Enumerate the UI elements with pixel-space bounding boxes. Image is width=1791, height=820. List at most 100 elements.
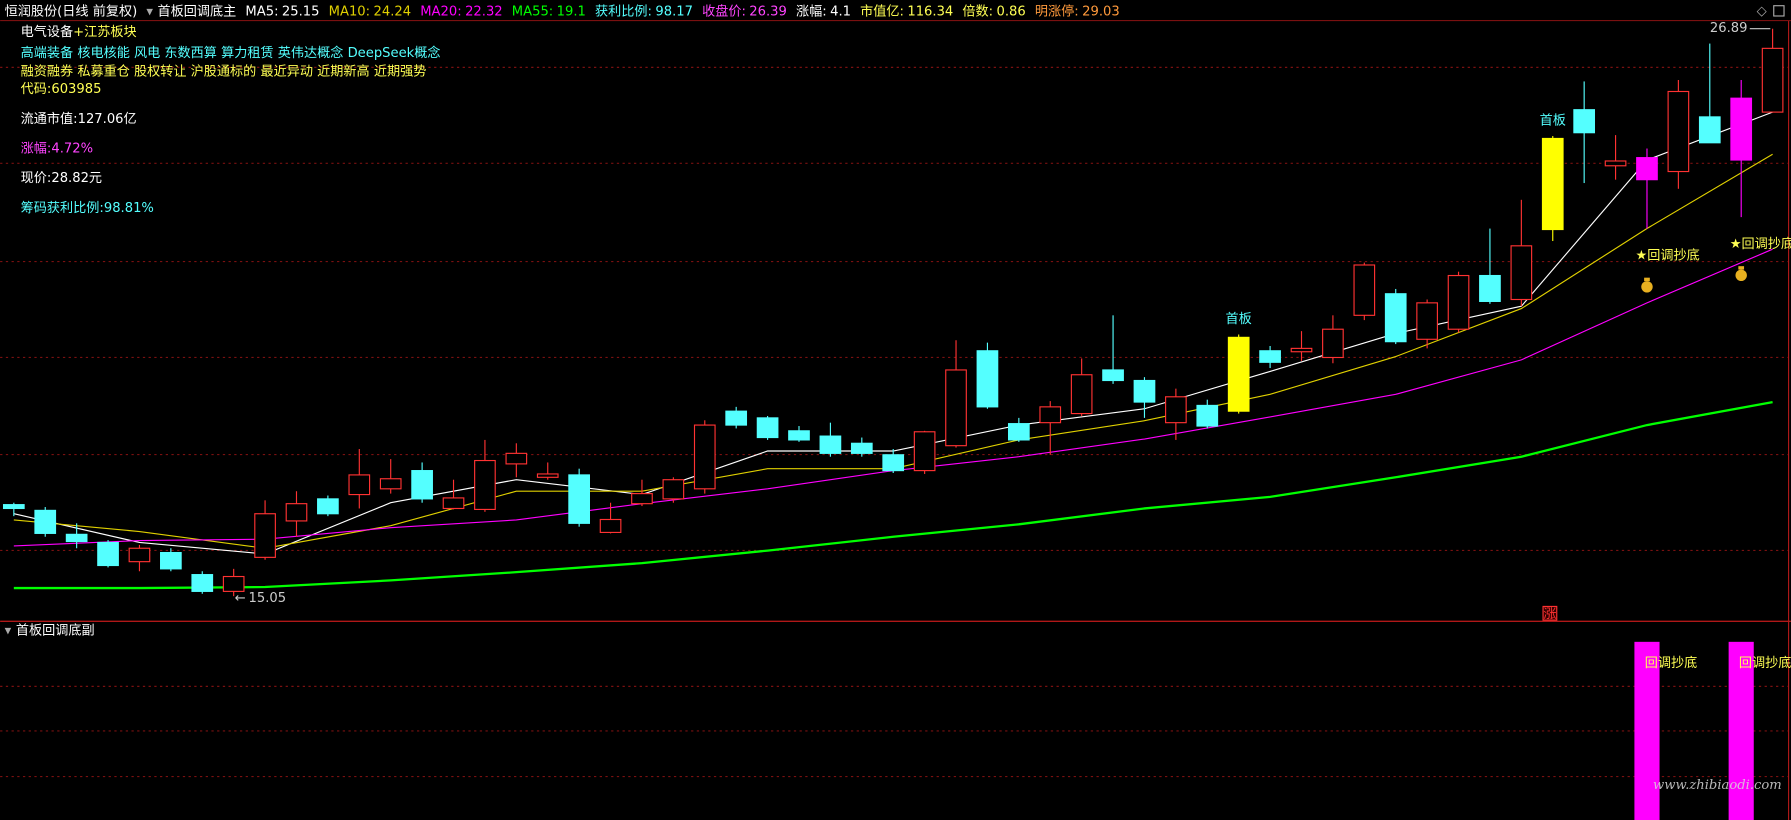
ma-line (13, 400, 1773, 590)
candle-body (317, 498, 339, 515)
money-bag-icon (1641, 281, 1653, 293)
first-board-label: 首板 (1226, 311, 1252, 327)
concepts: 高端装备 核电核能 风电 东数西算 算力租赁 英伟达概念 DeepSeek概念 (21, 44, 441, 61)
candle-body (65, 533, 88, 543)
region: +江苏板块 (73, 23, 137, 39)
indicator-label: 涨幅: (796, 3, 827, 19)
candle-body (348, 474, 371, 496)
candle-body (1416, 302, 1438, 340)
sub-signal-bar (1634, 641, 1660, 820)
candle-body (1761, 47, 1784, 113)
sub-signal-label: 回调抄底 (1739, 655, 1791, 671)
candle-body (505, 452, 528, 465)
stock-name: 恒润股份(日线 前复权) (5, 2, 138, 19)
indicator-title: 首板回调底主 (158, 3, 237, 19)
candle-body (254, 513, 276, 558)
money-bag-icon (1735, 269, 1747, 282)
info-unit: 亿 (124, 110, 137, 126)
money-bag-top (1738, 266, 1745, 270)
ma-label: MA5: (245, 4, 278, 19)
tags: 融资融券 私募重仓 股权转让 沪股通标的 最近异动 近期新高 近期强势 (21, 62, 427, 79)
candle-body (474, 459, 496, 510)
limit-up-box (1542, 605, 1558, 621)
indicator-label: 获利比例: (595, 3, 652, 19)
info-value: 28.82 (51, 171, 89, 186)
sub-title-line: ▾ 首板回调底副 (5, 622, 95, 638)
candle-body (913, 431, 936, 472)
candle-body (850, 442, 873, 454)
candle-body (1447, 274, 1470, 330)
limit-up-mark: 涨 (1543, 606, 1556, 622)
code-line: 代码:603985 (21, 81, 102, 97)
candle-body (1227, 336, 1250, 412)
candle-body (1384, 293, 1407, 343)
window-icon[interactable] (1773, 5, 1785, 17)
candle-body (34, 509, 57, 534)
money-bag-top (1644, 277, 1650, 282)
ma-label: MA10: (329, 4, 370, 19)
candle-body (568, 474, 590, 524)
ma-value: 24.24 (374, 4, 412, 19)
info-unit: % (81, 141, 93, 156)
info-value: 127.06 (78, 111, 124, 126)
candle-body (1636, 157, 1658, 181)
candle-body (379, 478, 402, 490)
info-label: 筹码获利比例: (21, 198, 104, 215)
indicator-value: 0.86 (997, 4, 1026, 19)
window-icon[interactable]: ◇ (1757, 4, 1768, 19)
indicator-label: 倍数: (962, 3, 993, 19)
info-line: 筹码获利比例:98.81% (21, 198, 154, 215)
panel-grid (0, 66, 1789, 778)
candle-body (97, 541, 119, 567)
candle-body (1102, 369, 1124, 382)
candle-body (693, 424, 716, 490)
indicator-value: 4.1 (830, 4, 851, 19)
candle-body (1039, 406, 1062, 424)
menu-icon: ▾ (5, 623, 12, 638)
candle-body (160, 551, 182, 570)
candle-body (1290, 347, 1313, 353)
info-label: 流通市值: (21, 109, 78, 126)
sector-line: 电气设备+江苏板块 (21, 22, 137, 39)
candle-body (1667, 90, 1690, 173)
info-line: 涨幅:4.72% (21, 140, 93, 156)
ma-label: MA55: (512, 4, 553, 19)
candle-body (411, 470, 433, 500)
candle-body (2, 504, 25, 510)
candle-body (756, 417, 779, 439)
candle-body (1165, 396, 1187, 424)
ma-value: 22.32 (465, 4, 503, 19)
candle-body (1133, 379, 1156, 403)
candle-body (128, 547, 151, 563)
low-mark: 15.05 (249, 591, 287, 606)
candle-body (536, 473, 559, 478)
info-unit: % (141, 200, 153, 215)
code: 603985 (51, 82, 101, 97)
candle-body (442, 497, 465, 510)
signal-label: ★回调抄底 (1730, 236, 1791, 252)
menu-icon: ▾ (146, 4, 153, 19)
info-unit: 元 (89, 171, 102, 186)
candle-body (1322, 328, 1344, 359)
candle-body (1730, 97, 1753, 161)
info-value: 98.81 (104, 200, 142, 215)
candle-body (1698, 116, 1721, 144)
candle-body (882, 454, 905, 472)
candle-body (1604, 160, 1627, 167)
candle-body (788, 430, 810, 441)
candle-body (599, 518, 622, 534)
signal-label: ★回调抄底 (1636, 247, 1700, 263)
candle-body (1479, 274, 1501, 302)
indicator-value: 116.34 (907, 4, 953, 19)
info-line: 流通市值:127.06亿 (21, 109, 137, 126)
candle-body (945, 369, 967, 447)
indicator-value: 26.39 (749, 4, 787, 19)
low-mark-arrow: ← (235, 591, 246, 606)
candle-body (1573, 109, 1596, 134)
candle-body (191, 574, 214, 592)
ma-label: MA20: (420, 4, 461, 19)
